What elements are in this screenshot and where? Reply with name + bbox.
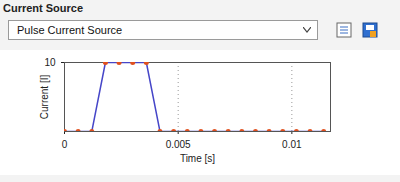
html-text:Pulse Current Source: Pulse Current Source (17, 24, 123, 36)
svg-text:Time [s]: Time [s] (180, 153, 215, 164)
svg-text:0.01: 0.01 (282, 139, 302, 150)
svg-text:10: 10 (44, 57, 56, 68)
svg-text:0: 0 (62, 139, 68, 150)
svg-text:Current [I]: Current [I] (39, 75, 50, 120)
svg-text:0.005: 0.005 (166, 139, 191, 150)
html-text:Current Source: Current Source (3, 2, 84, 14)
